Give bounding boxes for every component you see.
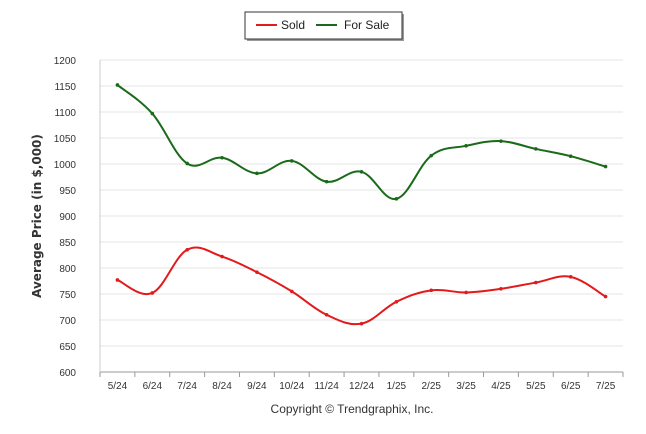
data-point-for-sale-6-25	[568, 154, 573, 158]
x-tick-label-1-25: 1/25	[387, 381, 407, 392]
y-tick-label-1150: 1150	[54, 82, 76, 93]
data-point-for-sale-2-25	[429, 153, 434, 158]
y-axis-ticks: 600 650 700 750 800 850 900 950 1000 1050 1100 1150…	[54, 56, 77, 379]
x-axis-ticks: 5/24 6/24 7/24 8/24 9/24 10/24 11/24 12/24 1/25 2…	[99, 372, 624, 392]
data-point-sold-9-24	[255, 270, 259, 274]
data-point-for-sale-12-24	[359, 170, 364, 174]
data-point-for-sale-8-24	[220, 155, 224, 160]
y-tick-label-1050: 1050	[54, 134, 77, 145]
data-point-sold-4-25	[499, 287, 503, 291]
data-point-for-sale-7-24	[185, 161, 189, 166]
legend: Sold For Sale	[244, 11, 404, 41]
data-point-for-sale-5-25	[534, 147, 538, 151]
x-tick-label-5-25: 5/25	[526, 381, 546, 392]
y-tick-label-850: 850	[59, 238, 76, 249]
data-point-sold-12-24	[359, 321, 364, 326]
y-tick-label-700: 700	[59, 316, 76, 327]
data-point-sold-7-24	[185, 248, 189, 252]
x-tick-label-8-24: 8/24	[212, 381, 232, 392]
data-point-sold-6-25	[568, 275, 573, 279]
series-line-for-sale	[116, 84, 606, 200]
data-point-sold-5-25	[534, 280, 538, 285]
y-tick-label-1100: 1100	[54, 108, 76, 119]
y-tick-label-750: 750	[59, 290, 76, 301]
x-tick-label-12-24: 12/24	[349, 381, 374, 392]
data-point-sold-5-24	[115, 278, 120, 282]
data-point-sold-3-25	[464, 290, 468, 295]
x-tick-label-7-25: 7/25	[596, 381, 616, 392]
data-point-sold-8-24	[220, 254, 224, 259]
data-point-for-sale-4-25	[499, 139, 503, 143]
x-tick-label-9-24: 9/24	[247, 381, 267, 392]
data-point-for-sale-9-24	[255, 171, 259, 176]
data-point-sold-10-24	[289, 289, 294, 294]
y-tick-label-1000: 1000	[54, 160, 77, 171]
x-tick-label-10-24: 10/24	[279, 381, 304, 392]
axes	[99, 60, 623, 373]
data-point-sold-11-24	[324, 313, 329, 317]
data-point-for-sale-7-25	[603, 164, 608, 169]
y-tick-label-800: 800	[59, 264, 76, 275]
series-line-sold	[116, 246, 607, 326]
series-points	[115, 83, 608, 326]
gridlines	[100, 59, 623, 347]
y-axis-title: Average Price (in $,000)	[30, 134, 44, 298]
legend-label-for-sale: For Sale	[344, 18, 390, 32]
y-tick-label-950: 950	[59, 186, 76, 197]
x-tick-label-4-25: 4/25	[491, 381, 511, 392]
x-tick-label-6-24: 6/24	[143, 381, 163, 392]
data-point-for-sale-10-24	[289, 159, 294, 163]
x-tick-label-6-25: 6/25	[561, 381, 581, 392]
data-point-for-sale-11-24	[324, 179, 329, 184]
data-point-sold-2-25	[429, 288, 434, 293]
data-point-sold-6-24	[150, 291, 155, 295]
data-point-for-sale-3-25	[464, 144, 468, 148]
data-point-sold-1-25	[394, 300, 399, 304]
data-point-for-sale-1-25	[394, 197, 399, 201]
y-tick-label-1200: 1200	[54, 56, 77, 67]
copyright-credit: Copyright © Trendgraphix, Inc.	[271, 402, 434, 416]
data-point-sold-7-25	[603, 294, 608, 299]
x-tick-label-2-25: 2/25	[421, 381, 441, 392]
y-tick-label-900: 900	[59, 212, 76, 223]
y-tick-label-650: 650	[59, 342, 76, 353]
legend-label-sold: Sold	[281, 18, 305, 32]
x-tick-label-3-25: 3/25	[456, 381, 476, 392]
x-tick-label-7-24: 7/24	[177, 381, 197, 392]
y-tick-label-600: 600	[59, 368, 76, 379]
data-point-for-sale-6-24	[150, 111, 155, 116]
x-tick-label-11-24: 11/24	[314, 381, 339, 392]
data-point-for-sale-5-24	[115, 83, 120, 87]
x-tick-label-5-24: 5/24	[108, 381, 128, 392]
series-lines	[116, 84, 607, 326]
